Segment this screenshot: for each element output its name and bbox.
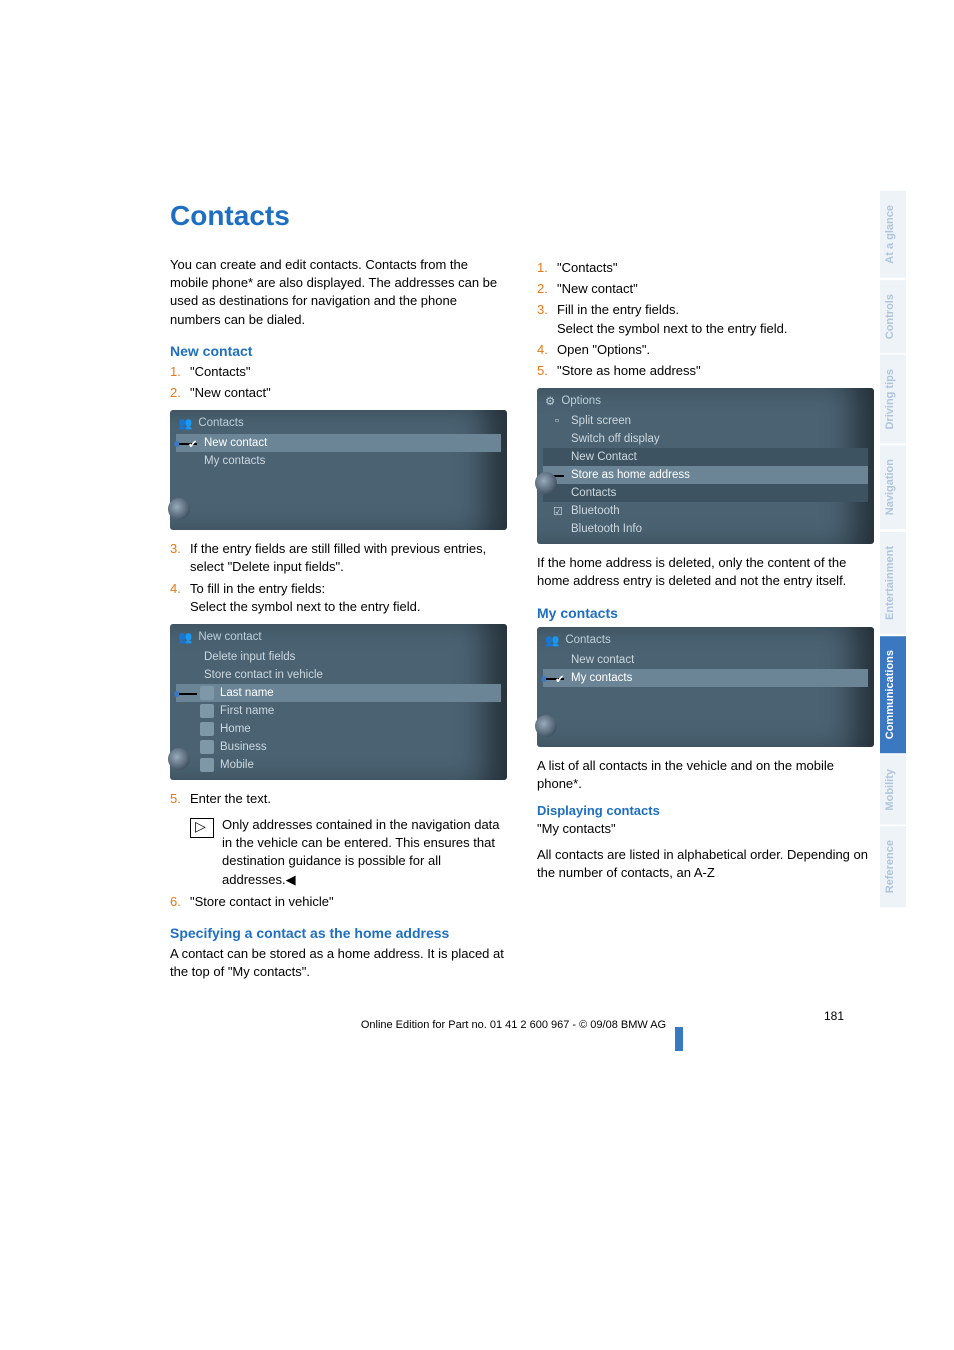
screenshot-row: New Contact bbox=[543, 448, 868, 466]
tab-communications[interactable]: Communications bbox=[880, 636, 906, 753]
screenshot-row: Bluetooth Info bbox=[543, 520, 868, 538]
screenshot-row: Store as home address bbox=[543, 466, 868, 484]
right-column: 1."Contacts" 2."New contact" 3. Fill in … bbox=[537, 256, 874, 989]
gear-icon: ⚙ bbox=[545, 394, 555, 408]
body-text: All contacts are listed in alphabetical … bbox=[537, 846, 874, 882]
idrive-knob-icon bbox=[168, 498, 190, 520]
contacts-icon: 👥 bbox=[178, 416, 192, 430]
screenshot-row: Home bbox=[176, 720, 501, 738]
footer-bar-icon bbox=[675, 1027, 683, 1051]
new-contact-steps-b: 3.If the entry fields are still filled w… bbox=[170, 540, 507, 616]
screenshot-row: Delete input fields bbox=[176, 648, 501, 666]
home-address-steps: 1."Contacts" 2."New contact" 3. Fill in … bbox=[537, 259, 874, 380]
screenshot-options-menu: ⚙Options Split screen Switch off display… bbox=[537, 388, 874, 544]
screenshot-row: Bluetooth bbox=[543, 502, 868, 520]
heading-home-address: Specifying a contact as the home address bbox=[170, 925, 507, 941]
note-triangle-icon bbox=[190, 818, 214, 838]
screenshot-row: First name bbox=[176, 702, 501, 720]
note-text: Only addresses contained in the navigati… bbox=[222, 816, 507, 889]
page-number: 181 bbox=[824, 1009, 844, 1023]
contacts-icon: 👥 bbox=[178, 630, 192, 644]
screenshot-row: Last name bbox=[176, 684, 501, 702]
list-item-text: If the entry fields are still filled wit… bbox=[190, 540, 507, 576]
list-number: 6. bbox=[170, 893, 190, 911]
body-text: A contact can be stored as a home addres… bbox=[170, 945, 507, 981]
screenshot-row: Switch off display bbox=[543, 430, 868, 448]
field-icon bbox=[200, 722, 214, 736]
screenshot-row: Contacts bbox=[543, 484, 868, 502]
page-title: Contacts bbox=[170, 200, 874, 232]
list-number: 5. bbox=[537, 362, 557, 380]
tab-at-a-glance[interactable]: At a glance bbox=[880, 191, 906, 278]
note-block: Only addresses contained in the navigati… bbox=[190, 816, 507, 889]
list-item-text: "New contact" bbox=[557, 280, 638, 298]
list-number: 1. bbox=[537, 259, 557, 277]
idrive-knob-icon bbox=[535, 472, 557, 494]
screenshot-row: Business bbox=[176, 738, 501, 756]
screenshot-row: New contact bbox=[176, 434, 501, 452]
heading-displaying-contacts: Displaying contacts bbox=[537, 803, 874, 818]
field-icon bbox=[200, 758, 214, 772]
list-item-text: "Store as home address" bbox=[557, 362, 701, 380]
tab-mobility[interactable]: Mobility bbox=[880, 755, 906, 825]
idrive-knob-icon bbox=[535, 715, 557, 737]
footer-line: Online Edition for Part no. 01 41 2 600 … bbox=[361, 1019, 666, 1031]
list-number: 5. bbox=[170, 790, 190, 808]
screenshot-new-contact-form: 👥New contact Delete input fields Store c… bbox=[170, 624, 507, 780]
new-contact-steps-c: 5.Enter the text. bbox=[170, 790, 507, 808]
tab-entertainment[interactable]: Entertainment bbox=[880, 532, 906, 634]
screenshot-row: Split screen bbox=[543, 412, 868, 430]
list-number: 2. bbox=[170, 384, 190, 402]
list-number: 2. bbox=[537, 280, 557, 298]
list-number: 4. bbox=[537, 341, 557, 359]
end-triangle-icon bbox=[286, 872, 296, 887]
list-item-text: Fill in the entry fields. Select the sym… bbox=[557, 301, 788, 337]
body-text: A list of all contacts in the vehicle an… bbox=[537, 757, 874, 793]
new-contact-steps-a: 1."Contacts" 2."New contact" bbox=[170, 363, 507, 402]
screenshot-title: 👥Contacts bbox=[176, 414, 501, 434]
screenshot-title: 👥New contact bbox=[176, 628, 501, 648]
list-number: 1. bbox=[170, 363, 190, 381]
screenshot-row: Store contact in vehicle bbox=[176, 666, 501, 684]
list-item-text: To fill in the entry fields: Select the … bbox=[190, 580, 421, 616]
screenshot-my-contacts: 👥Contacts New contact My contacts bbox=[537, 627, 874, 747]
intro-text: You can create and edit contacts. Contac… bbox=[170, 256, 507, 329]
list-number: 4. bbox=[170, 580, 190, 616]
screenshot-row: My contacts bbox=[543, 669, 868, 687]
field-icon bbox=[200, 740, 214, 754]
pointer-icon bbox=[174, 687, 200, 701]
screenshot-row: New contact bbox=[543, 651, 868, 669]
heading-new-contact: New contact bbox=[170, 343, 507, 359]
body-text: "My contacts" bbox=[537, 820, 874, 838]
left-column: You can create and edit contacts. Contac… bbox=[170, 256, 507, 989]
screenshot-title: ⚙Options bbox=[543, 392, 868, 412]
new-contact-steps-d: 6."Store contact in vehicle" bbox=[170, 893, 507, 911]
screenshot-row: My contacts bbox=[176, 452, 501, 470]
tab-reference[interactable]: Reference bbox=[880, 826, 906, 907]
tab-controls[interactable]: Controls bbox=[880, 280, 906, 353]
tab-driving-tips[interactable]: Driving tips bbox=[880, 355, 906, 444]
heading-my-contacts: My contacts bbox=[537, 605, 874, 621]
body-text: If the home address is deleted, only the… bbox=[537, 554, 874, 590]
list-number: 3. bbox=[170, 540, 190, 576]
list-item-text: Enter the text. bbox=[190, 790, 271, 808]
screenshot-row: Mobile bbox=[176, 756, 501, 774]
contacts-icon: 👥 bbox=[545, 633, 559, 647]
page-footer: 181 Online Edition for Part no. 01 41 2 … bbox=[170, 1013, 874, 1037]
list-item-text: "Contacts" bbox=[190, 363, 251, 381]
side-nav-tabs: At a glance Controls Driving tips Naviga… bbox=[880, 190, 906, 909]
field-icon bbox=[200, 704, 214, 718]
list-number: 3. bbox=[537, 301, 557, 337]
screenshot-title: 👥Contacts bbox=[543, 631, 868, 651]
list-item-text: Open "Options". bbox=[557, 341, 650, 359]
field-icon bbox=[200, 686, 214, 700]
tab-navigation[interactable]: Navigation bbox=[880, 445, 906, 529]
list-item-text: "New contact" bbox=[190, 384, 271, 402]
idrive-knob-icon bbox=[168, 748, 190, 770]
list-item-text: "Contacts" bbox=[557, 259, 618, 277]
screenshot-contacts-menu: 👥Contacts New contact My contacts bbox=[170, 410, 507, 530]
list-item-text: "Store contact in vehicle" bbox=[190, 893, 334, 911]
